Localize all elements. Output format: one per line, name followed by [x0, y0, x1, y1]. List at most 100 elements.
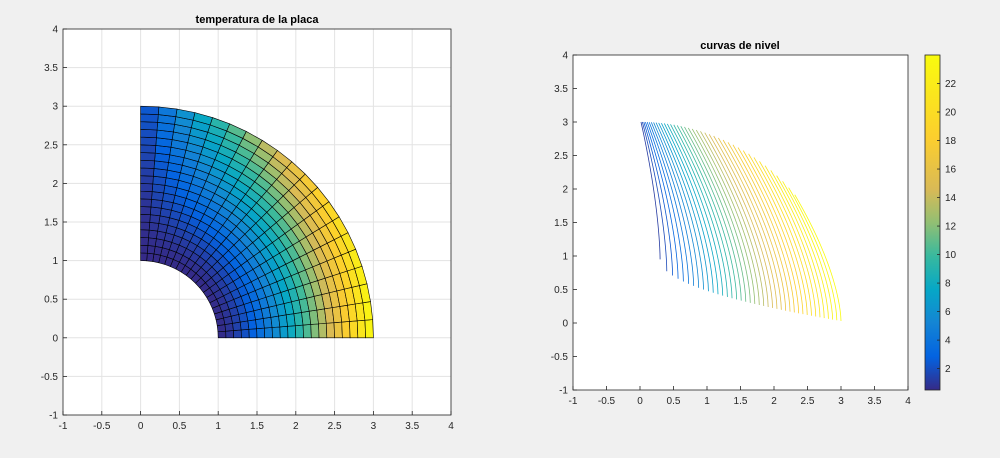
colorbar-tick-label: 2 — [945, 364, 951, 375]
mesh-cell — [140, 229, 150, 239]
y-tick-label: 0 — [52, 333, 58, 344]
contour-line — [645, 121, 679, 279]
colorbar-tick-label: 22 — [945, 79, 957, 90]
x-tick-label: 1 — [704, 396, 710, 407]
contour-line — [782, 181, 834, 320]
mesh-cell — [341, 321, 351, 339]
mesh-cell — [217, 330, 227, 339]
x-tick-label: -1 — [59, 421, 68, 432]
x-tick-label: 3.5 — [868, 396, 882, 407]
contour-title: curvas de nivel — [700, 40, 780, 52]
mesh-cell — [256, 327, 266, 339]
contour-line — [727, 142, 791, 312]
mesh-cell — [140, 152, 156, 162]
x-tick-label: 4 — [448, 421, 454, 432]
y-tick-label: 1.5 — [44, 218, 58, 229]
y-tick-label: 1.5 — [554, 218, 568, 229]
x-tick-label: 2 — [293, 421, 299, 432]
mesh-cell — [356, 319, 366, 339]
x-tick-label: 1.5 — [734, 396, 748, 407]
contour-line — [687, 127, 751, 303]
mesh-cell — [310, 323, 320, 339]
colorbar-tick-label: 12 — [945, 222, 957, 233]
y-tick-label: -0.5 — [551, 352, 569, 363]
y-tick-label: 3.5 — [554, 84, 568, 95]
colorbar-tick-label: 6 — [945, 307, 951, 318]
colorbar-tick-label: 4 — [945, 336, 951, 347]
mesh-cell — [333, 321, 343, 339]
contour-line — [748, 153, 808, 315]
y-tick-label: -1 — [49, 411, 58, 422]
contour-line — [737, 147, 800, 314]
mesh-cell — [247, 319, 257, 330]
colorbar-tick-label: 20 — [945, 108, 957, 119]
y-tick-label: 3 — [562, 118, 568, 129]
mesh-cell — [140, 136, 157, 146]
contour-line — [684, 126, 747, 302]
contour-line — [764, 165, 821, 318]
mesh-cell — [140, 213, 151, 223]
mesh-cell — [364, 319, 374, 339]
contour-line — [713, 135, 778, 309]
colorbar-ticks: 2 4 6 8 10 12 14 16 18 20 22 — [937, 79, 957, 375]
mesh-cell — [248, 328, 258, 339]
mesh-cell — [140, 175, 154, 185]
contour-line — [759, 161, 817, 317]
colorbar-tick-label: 18 — [945, 136, 957, 147]
mesh-cell — [140, 206, 152, 215]
y-tick-label: 4 — [52, 25, 58, 36]
y-tick-label: -1 — [559, 386, 568, 397]
mesh-cell — [140, 221, 151, 231]
colorbar-tick-label: 14 — [945, 193, 957, 204]
mesh-cell — [140, 167, 155, 177]
mesh-cell — [140, 190, 153, 200]
mesh-cell — [148, 222, 160, 232]
x-tick-label: 2.5 — [328, 421, 342, 432]
x-tick-label: 3 — [371, 421, 377, 432]
contour-y-ticks: -1 -0.5 0 0.5 1 1.5 2 2.5 3 3.5 4 — [551, 51, 577, 397]
contour-line — [776, 175, 829, 319]
y-tick-label: 1 — [562, 252, 568, 263]
mesh-cell — [149, 214, 161, 224]
x-tick-label: 4 — [905, 396, 911, 407]
mesh-cell — [302, 324, 312, 339]
mesh-cell — [140, 144, 157, 154]
mesh-cell — [239, 320, 250, 331]
contour-line — [788, 187, 838, 321]
colorbar-tick-label: 10 — [945, 250, 957, 261]
x-tick-label: 1 — [215, 421, 221, 432]
surface-title: temperatura de la placa — [196, 14, 320, 26]
contour-line — [646, 121, 684, 282]
mesh-cell — [146, 252, 155, 262]
x-tick-label: 0 — [637, 396, 643, 407]
mesh-cell — [140, 113, 159, 123]
mesh-cell — [140, 244, 149, 254]
contour-line — [676, 125, 738, 300]
y-tick-label: -0.5 — [41, 372, 59, 383]
contour-line — [700, 131, 765, 307]
mesh-cell — [140, 129, 158, 139]
contour-line — [695, 129, 760, 306]
contour-line — [653, 122, 700, 288]
x-tick-label: 3 — [838, 396, 844, 407]
mesh-cell — [255, 318, 265, 330]
mesh-cell — [318, 322, 328, 339]
contour-line — [650, 122, 695, 286]
contour-line — [708, 134, 773, 308]
colorbar: 2 4 6 8 10 12 14 16 18 20 22 — [924, 54, 957, 391]
y-tick-label: 4 — [562, 51, 568, 62]
surface-x-ticks: -1 -0.5 0 0.5 1 1.5 2 2.5 3 3.5 4 — [59, 411, 454, 432]
y-tick-label: 2.5 — [554, 151, 568, 162]
contour-line — [661, 122, 714, 293]
contour-line — [655, 122, 704, 290]
mesh-cell — [146, 245, 156, 255]
mesh-cell — [287, 325, 297, 339]
surface-y-ticks: -1 -0.5 0 0.5 1 1.5 2 2.5 3 3.5 4 — [41, 25, 67, 422]
mesh-cell — [140, 198, 152, 208]
colorbar-gradient — [924, 54, 941, 391]
mesh-cell — [140, 237, 149, 246]
x-tick-label: 3.5 — [405, 421, 419, 432]
contour-x-ticks: -1 -0.5 0 0.5 1 1.5 2 2.5 3 3.5 4 — [569, 386, 911, 407]
colorbar-tick-label: 8 — [945, 279, 951, 290]
